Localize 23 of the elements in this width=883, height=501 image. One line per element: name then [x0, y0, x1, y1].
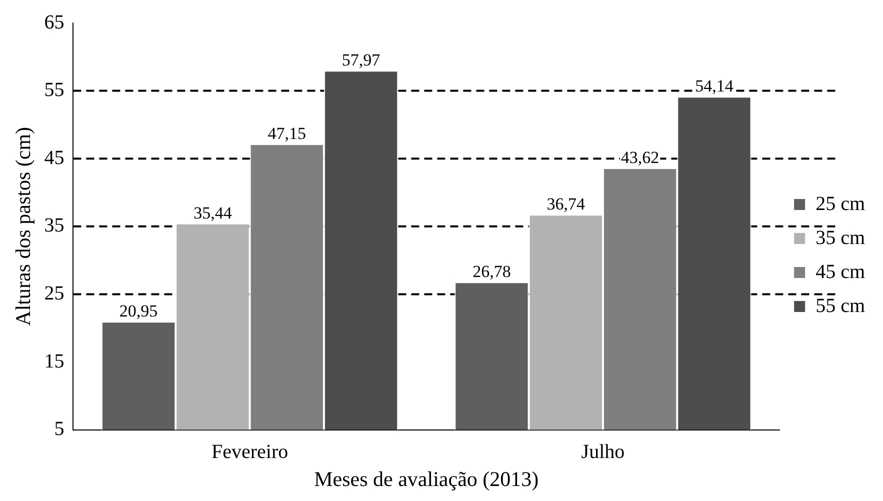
y-axis-title: Alturas dos pastos (cm) — [11, 126, 36, 326]
legend-label: 45 cm — [816, 260, 866, 283]
y-tick-label: 5 — [54, 418, 64, 440]
y-tick-label: 65 — [44, 11, 64, 34]
data-label: 36,74 — [546, 194, 586, 214]
y-tick-label: 55 — [44, 79, 64, 102]
legend-label: 35 cm — [816, 226, 866, 249]
x-axis-title: Meses de avaliação (2013) — [314, 466, 539, 491]
data-label: 54,14 — [695, 76, 734, 96]
data-label: 47,15 — [268, 124, 306, 143]
x-tick-label: Fevereiro — [211, 441, 288, 464]
y-tick-label: 15 — [44, 350, 64, 372]
legend-label: 25 cm — [816, 192, 866, 215]
data-label: 35,44 — [194, 203, 232, 222]
data-label: 57,97 — [342, 50, 381, 70]
y-tick-label: 25 — [44, 282, 64, 304]
y-tick-label: 35 — [44, 214, 64, 237]
y-tick-label: 45 — [44, 146, 64, 169]
data-label: 43,62 — [620, 148, 660, 167]
legend-label: 55 cm — [816, 294, 866, 317]
data-label: 20,95 — [119, 302, 158, 321]
x-tick-label: Julho — [581, 441, 625, 464]
data-label: 26,78 — [472, 262, 511, 282]
